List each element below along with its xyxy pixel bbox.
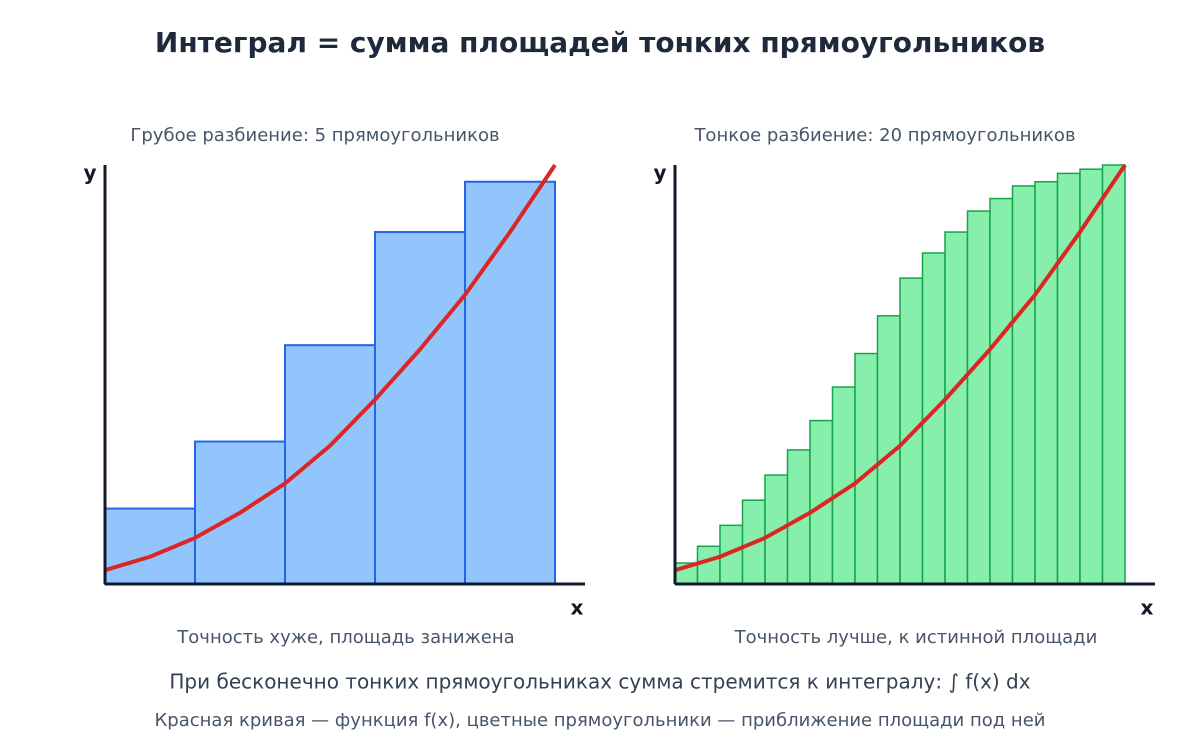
y-axis-label: y xyxy=(653,161,666,185)
bar xyxy=(696,545,721,585)
bar xyxy=(1101,164,1126,585)
bar xyxy=(464,180,556,585)
bar xyxy=(1011,185,1036,585)
panel-title: Грубое разбиение: 5 прямоугольников xyxy=(130,125,499,146)
panel-title: Тонкое разбиение: 20 прямоугольников xyxy=(693,125,1075,146)
note: При бесконечно тонких прямоугольниках су… xyxy=(169,670,1030,694)
curve xyxy=(674,163,1127,573)
note: Красная кривая — функция f(x), цветные п… xyxy=(155,710,1046,731)
bar xyxy=(374,231,466,585)
page-title: Интеграл = сумма площадей тонких прямоуг… xyxy=(155,26,1045,59)
bar xyxy=(284,344,376,586)
x-axis-label: x xyxy=(1141,596,1154,620)
bar xyxy=(1034,181,1059,585)
bar xyxy=(944,231,969,585)
bar xyxy=(899,277,924,585)
caption: Точность лучше, к истинной площади xyxy=(734,627,1098,648)
caption: Точность хуже, площадь занижена xyxy=(176,627,514,648)
x-axis-label: x xyxy=(571,596,584,620)
curve xyxy=(104,163,557,573)
y-axis-label: y xyxy=(83,161,96,185)
bar xyxy=(989,197,1014,585)
bar xyxy=(104,507,196,585)
bar xyxy=(966,210,991,585)
bar xyxy=(1079,168,1104,585)
